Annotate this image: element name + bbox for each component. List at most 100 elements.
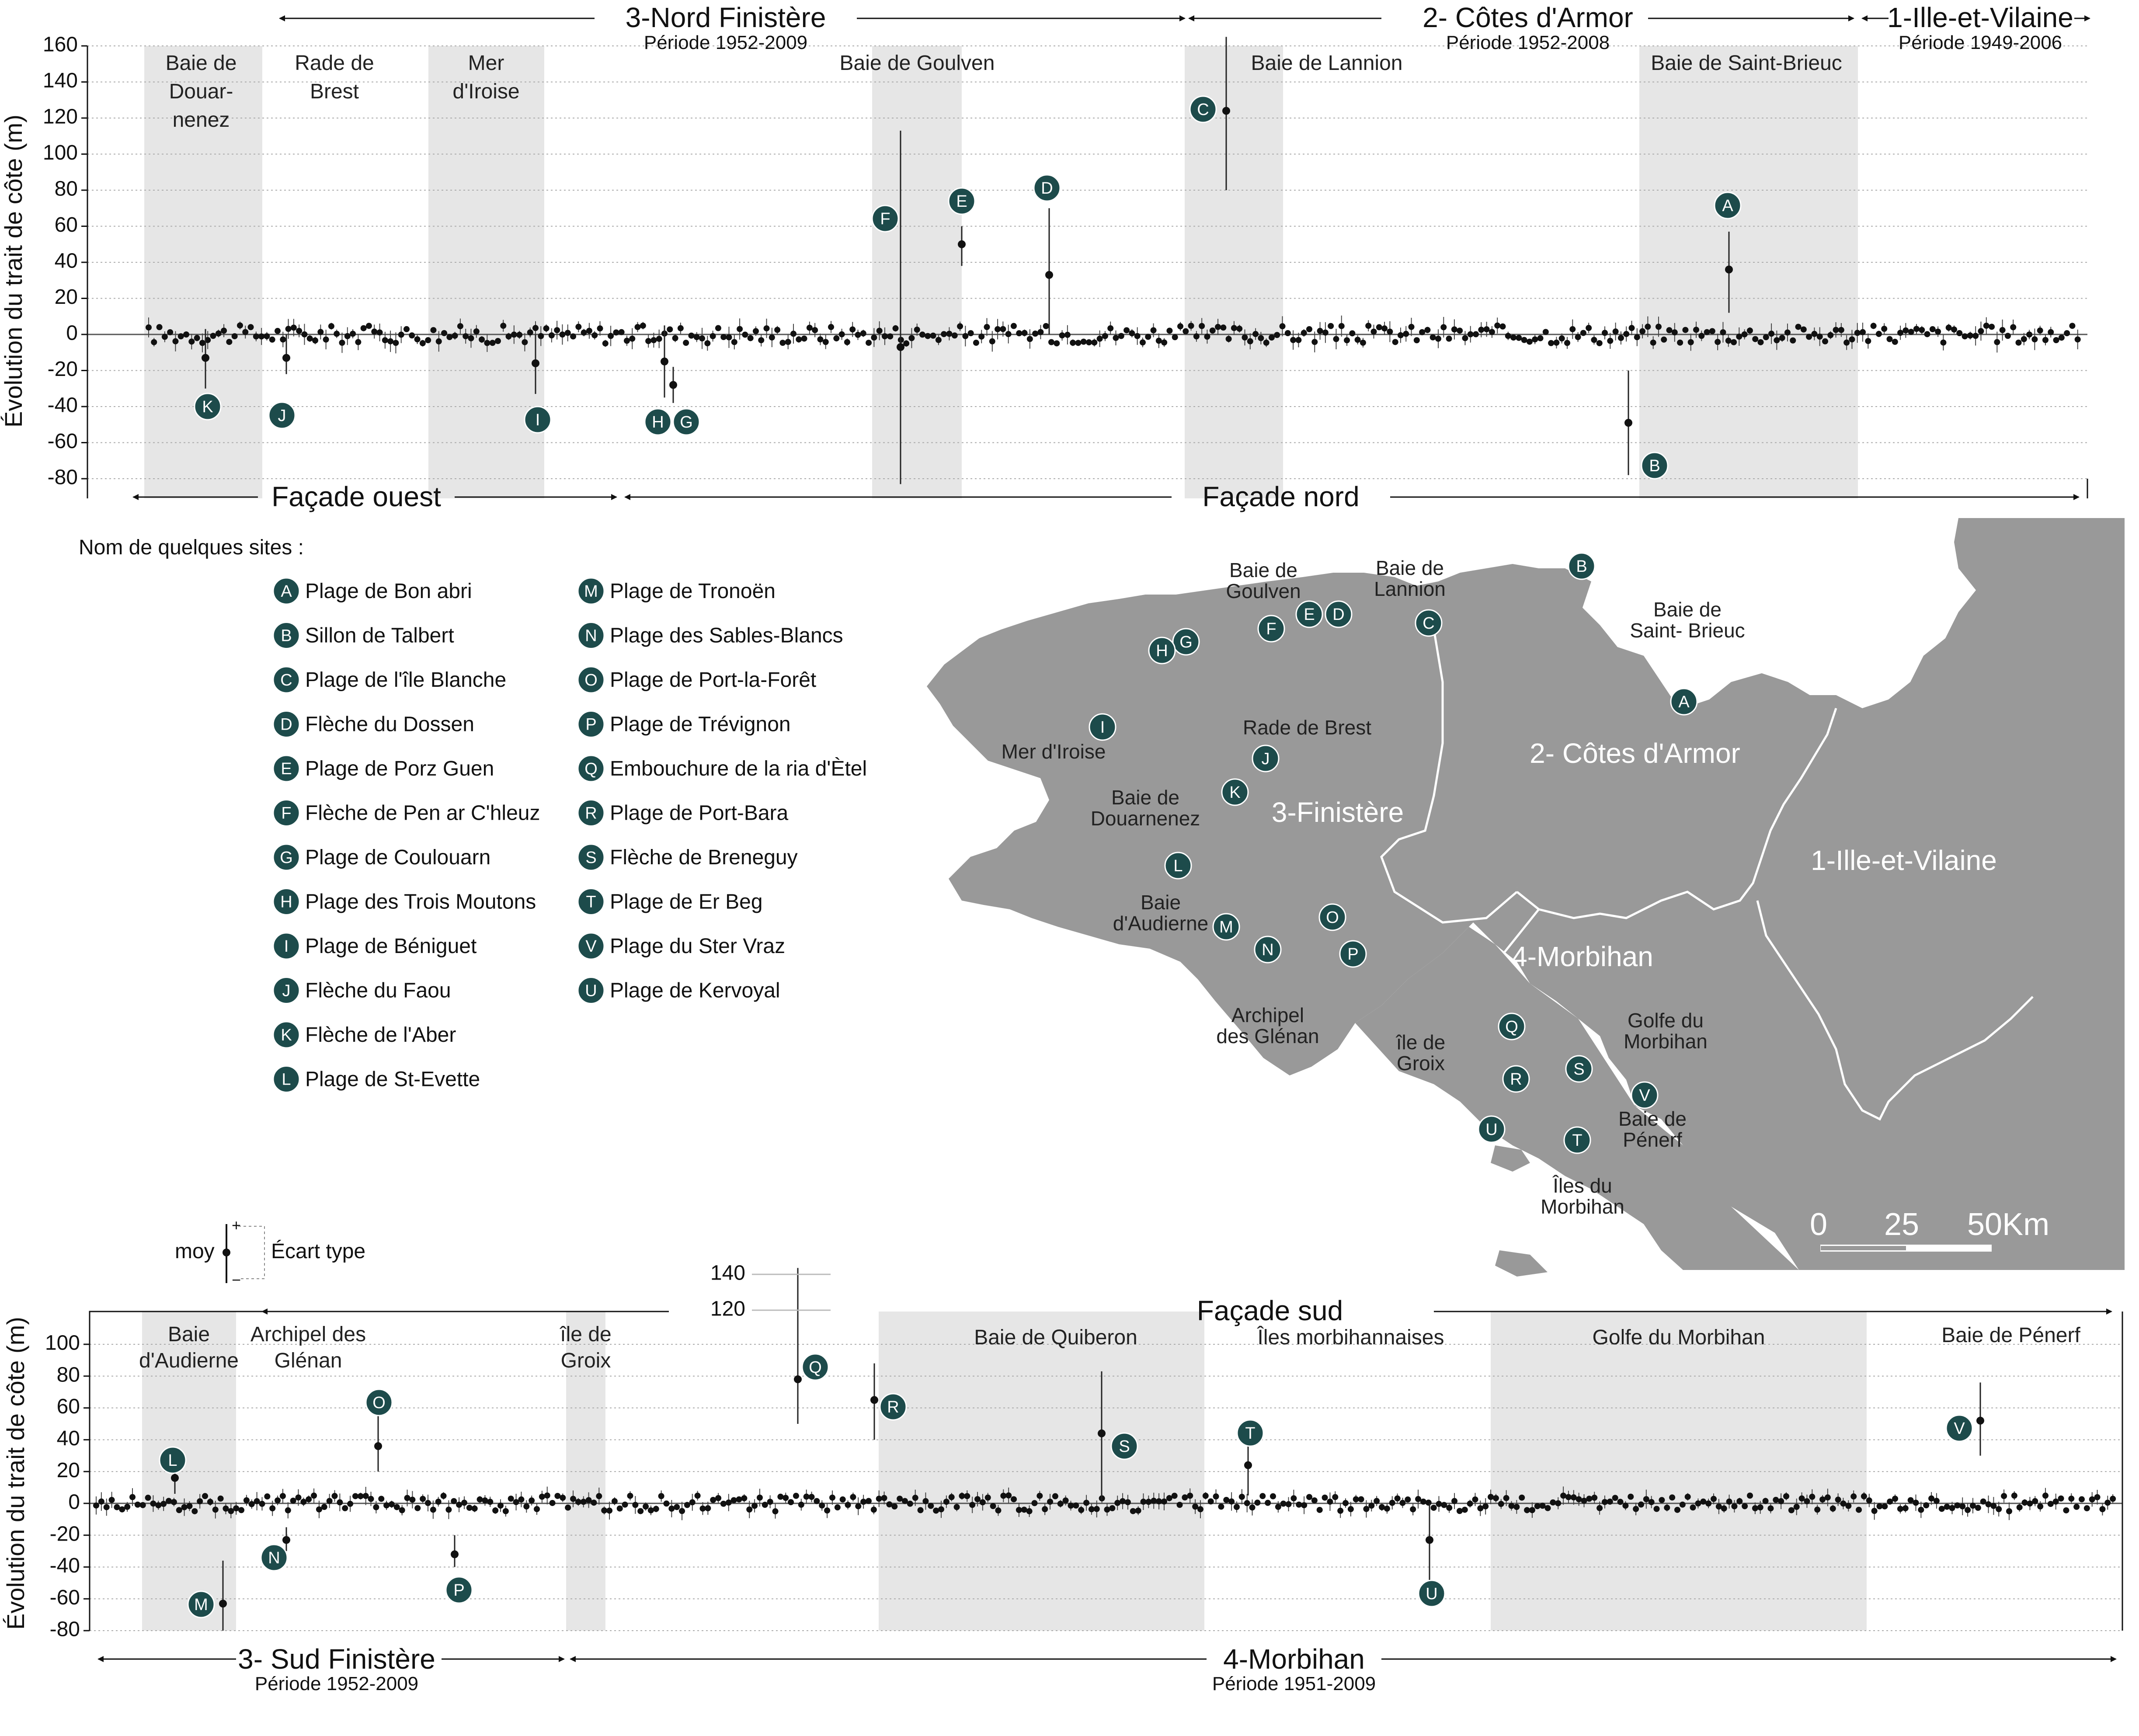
legend-site-name: Flèche du Dossen xyxy=(305,713,474,736)
mean-point xyxy=(720,1500,727,1507)
extra-tick-140: 140 xyxy=(710,1262,745,1285)
mean-point xyxy=(2001,1493,2007,1499)
mean-point xyxy=(694,1492,701,1499)
mean-point xyxy=(1124,1499,1131,1506)
site-badge-circle xyxy=(1415,609,1443,637)
mean-point xyxy=(368,1496,374,1502)
site-badge-circle xyxy=(1418,1579,1446,1607)
mean-point xyxy=(223,1505,229,1512)
map-island-glenan xyxy=(1495,1250,1548,1277)
map-label-brieuc-2: Saint- Brieuc xyxy=(1630,619,1745,642)
legend-badge-p: P xyxy=(577,710,605,738)
band-label-iroise-1: Mer xyxy=(468,52,504,75)
map-label-penerf-1: Baie de xyxy=(1618,1107,1687,1130)
mean-point xyxy=(1655,324,1662,330)
mean-point xyxy=(1951,326,1957,333)
mean-point xyxy=(1575,334,1581,341)
mean-point xyxy=(108,1496,115,1503)
mean-point xyxy=(1513,1504,1520,1510)
legend-site-name: Plage des Trois Moutons xyxy=(305,891,536,914)
mean-point xyxy=(1819,1496,1826,1503)
map-label-groix-2: Groix xyxy=(1397,1052,1445,1075)
mean-point xyxy=(710,333,716,339)
mean-point xyxy=(373,1504,379,1510)
mean-point xyxy=(1322,329,1329,336)
annotated-mean-s xyxy=(1098,1429,1106,1437)
band-douarnenez xyxy=(144,46,262,498)
mean-point xyxy=(1897,1506,1903,1512)
mean-point xyxy=(1601,1499,1608,1505)
mean-point xyxy=(166,1498,172,1504)
mean-point xyxy=(1392,339,1398,345)
mean-point xyxy=(1083,1499,1090,1506)
mean-point xyxy=(575,1499,581,1505)
mean-point xyxy=(650,337,657,344)
mean-point xyxy=(1529,1507,1535,1513)
site-badge-letter: M xyxy=(194,1596,208,1614)
mean-point xyxy=(1139,339,1146,346)
mean-point xyxy=(2078,1496,2085,1503)
band-label-audierne-1: Baie xyxy=(168,1323,210,1346)
mean-point xyxy=(497,1502,504,1509)
mean-point xyxy=(943,1499,950,1505)
mean-point xyxy=(1887,1498,1893,1505)
mean-point xyxy=(188,338,195,345)
mean-point xyxy=(1985,1501,1992,1508)
site-badge-circle xyxy=(1148,637,1176,664)
mean-point xyxy=(1265,1499,1271,1506)
mean-point xyxy=(119,1506,125,1513)
mean-point xyxy=(1596,1505,1603,1511)
site-badge-circle xyxy=(1212,913,1240,941)
site-badge-letter: N xyxy=(268,1549,280,1567)
mean-point xyxy=(134,1501,141,1508)
mean-point xyxy=(1107,325,1114,331)
mean-point xyxy=(360,325,367,331)
mean-point xyxy=(1005,1492,1012,1499)
site-badge-letter: T xyxy=(1245,1424,1255,1443)
map-dept-ille: 1-Ille-et-Vilaine xyxy=(1811,845,1997,876)
mean-point xyxy=(1679,1501,1686,1508)
mean-point xyxy=(1408,324,1415,330)
annotated-mean-u xyxy=(1426,1536,1433,1544)
mean-point xyxy=(1104,1506,1110,1513)
site-badge-circle xyxy=(1254,936,1282,964)
legend-site-name: Plage du Ster Vraz xyxy=(610,935,785,958)
mean-point xyxy=(1290,1495,1297,1502)
mean-point xyxy=(1419,329,1426,335)
mean-point xyxy=(1539,1503,1546,1509)
legend-badge-e: E xyxy=(272,755,300,783)
legend-site-name: Sillon de Talbert xyxy=(305,624,454,647)
mean-point xyxy=(2015,339,2022,346)
mean-point xyxy=(1591,337,1597,343)
mean-point xyxy=(1021,1506,1027,1513)
legend-site-name: Embouchure de la ria d'Ètel xyxy=(610,757,867,780)
mean-point xyxy=(1779,334,1785,341)
site-badge-letter: U xyxy=(1426,1585,1437,1603)
mean-point xyxy=(1368,1503,1375,1509)
site-badge-letter: C xyxy=(280,671,292,689)
key-minus: − xyxy=(232,1271,241,1289)
mean-point xyxy=(591,1499,597,1506)
mean-point xyxy=(1037,329,1044,335)
mean-point xyxy=(1798,1495,1805,1502)
mean-point xyxy=(608,333,614,339)
mean-point xyxy=(1935,328,1941,335)
mean-point xyxy=(1919,327,1925,333)
legend-badge-j: J xyxy=(272,977,300,1004)
site-badge-letter: O xyxy=(584,671,598,689)
mean-point xyxy=(1274,332,1280,338)
site-badge-letter: D xyxy=(1332,605,1344,624)
mean-point xyxy=(2010,324,2017,331)
mean-point xyxy=(1690,1504,1696,1511)
mean-point xyxy=(586,327,592,334)
mean-point xyxy=(264,333,270,340)
annotated-mean-t xyxy=(1244,1461,1252,1469)
legend-site-name: Plage de Porz Guen xyxy=(305,757,494,780)
band-label-iroise-2: d'Iroise xyxy=(452,80,519,103)
mean-point xyxy=(1424,327,1431,333)
mean-point xyxy=(1570,1494,1577,1501)
mean-point xyxy=(623,337,630,344)
facade-ouest-label: Façade ouest xyxy=(271,481,441,512)
mean-point xyxy=(580,1499,587,1505)
mean-point xyxy=(1384,1505,1390,1512)
